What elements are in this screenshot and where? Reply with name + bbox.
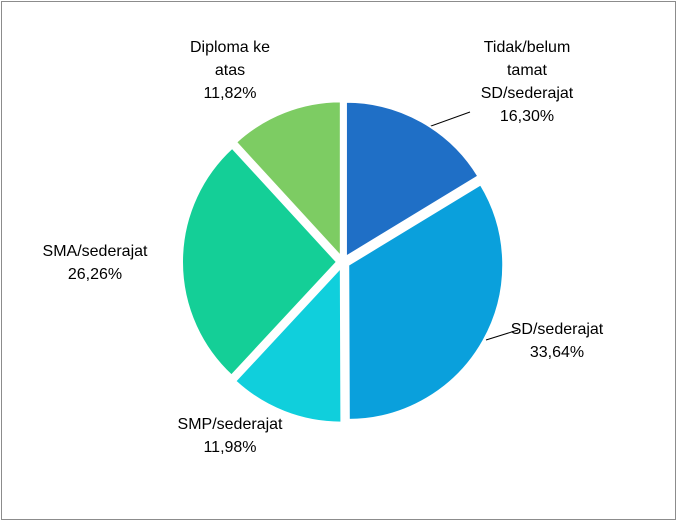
pie-slice [344, 100, 480, 259]
category-label: Diploma ke atas [189, 39, 271, 79]
pie-slice [347, 182, 505, 421]
pie-slice [181, 146, 339, 377]
slice-label: SMA/sederajat 26,26% [25, 240, 165, 286]
slice-label: Tidak/belum tamat SD/sederajat 16,30% [471, 36, 583, 128]
value-label: 11,98% [203, 439, 257, 456]
category-label: SD/sederajat [510, 321, 604, 338]
leader-line [485, 329, 519, 341]
pie-slice [234, 100, 342, 259]
value-label: 26,26% [67, 266, 123, 283]
slice-label: Diploma ke atas 11,82% [180, 36, 280, 105]
category-label: SMA/sederajat [42, 243, 148, 260]
pie-slice [233, 265, 343, 424]
value-label: 33,64% [529, 344, 585, 361]
category-label: SMP/sederajat [177, 416, 283, 433]
slice-label: SMP/sederajat 11,98% [165, 413, 295, 459]
value-label: 16,30% [499, 108, 555, 125]
category-label: Tidak/belum tamat SD/sederajat [480, 39, 574, 102]
value-label: 11,82% [203, 85, 257, 102]
slice-label: SD/sederajat 33,64% [497, 318, 617, 364]
